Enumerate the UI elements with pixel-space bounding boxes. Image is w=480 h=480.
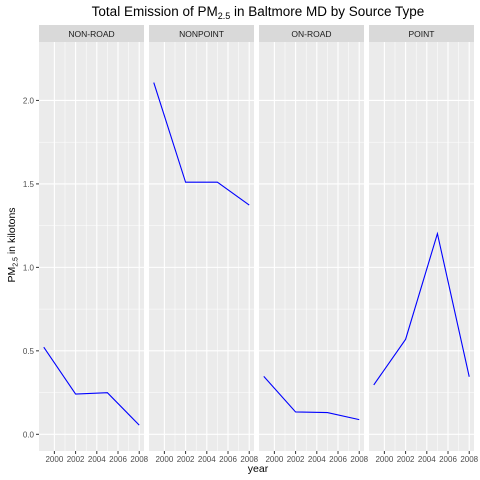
x-tick-label: 2008	[130, 455, 148, 464]
x-tick-label: 2002	[67, 455, 85, 464]
y-tick-label: 2.0	[23, 96, 35, 105]
x-tick-label: 2004	[198, 455, 216, 464]
x-tick-label: 2004	[418, 455, 436, 464]
facet-panel: ON-ROAD 2000 2002 2004 2006 2008	[259, 25, 369, 464]
y-axis-title-prefix: PM	[6, 267, 18, 283]
y-axis: 0.0 0.5 1.0 1.5 2.0	[23, 96, 39, 439]
x-tick-label: 2006	[109, 455, 127, 464]
chart-title-prefix: Total Emission of PM	[92, 4, 218, 19]
facet-panel: POINT 2000 2002 2004 2006 2008	[369, 25, 479, 464]
x-tick-label: 2004	[88, 455, 106, 464]
x-tick-label: 2002	[287, 455, 305, 464]
facet-strip-label: ON-ROAD	[291, 29, 331, 39]
facet-strip-label: NONPOINT	[179, 29, 224, 39]
x-tick-label: 2000	[265, 455, 283, 464]
x-tick-label: 2006	[219, 455, 237, 464]
y-tick-label: 0.0	[23, 430, 35, 439]
x-tick-label: 2006	[439, 455, 457, 464]
y-tick-label: 0.5	[23, 347, 35, 356]
x-tick-label: 2006	[329, 455, 347, 464]
x-tick-label: 2000	[375, 455, 393, 464]
x-tick-label: 2002	[177, 455, 195, 464]
x-tick-label: 2000	[45, 455, 63, 464]
y-tick-label: 1.0	[23, 263, 35, 272]
y-axis-title: PM2.5 in kilotons	[6, 207, 20, 282]
chart-title: Total Emission of PM2.5 in Baltmore MD b…	[92, 4, 425, 21]
facet-panel: NON-ROAD 2000 2002 2004 2006 2008	[39, 25, 149, 464]
x-tick-label: 2008	[350, 455, 368, 464]
chart-title-subscript: 2.5	[218, 11, 231, 21]
x-tick-label: 2008	[460, 455, 478, 464]
y-tick-label: 1.5	[23, 180, 35, 189]
y-axis-title-subscript: 2.5	[13, 257, 20, 267]
facet-strip-label: POINT	[409, 29, 435, 39]
x-tick-label: 2000	[155, 455, 173, 464]
facet-strip-label: NON-ROAD	[68, 29, 114, 39]
y-axis-title-suffix: in kilotons	[6, 207, 18, 257]
x-tick-label: 2002	[397, 455, 415, 464]
x-axis-title: year	[248, 463, 269, 475]
chart-title-suffix: in Baltmore MD by Source Type	[230, 4, 424, 19]
x-tick-label: 2004	[308, 455, 326, 464]
